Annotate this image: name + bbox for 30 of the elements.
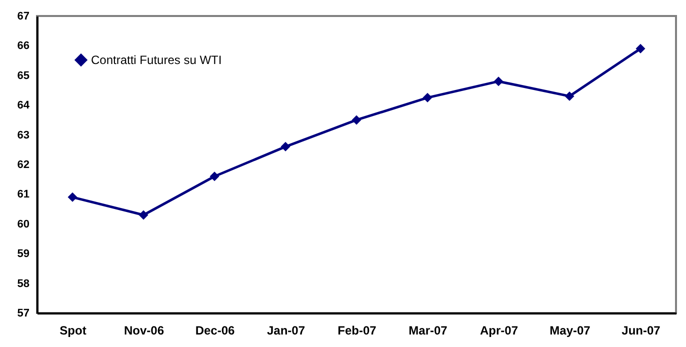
x-tick-label: Jan-07 [266,324,306,338]
y-tick-label: 63 [17,129,30,142]
point [422,92,432,102]
x-tick-label: Mar-07 [408,324,448,338]
y-tick-label: 67 [17,10,30,22]
x-tick-label: Nov-06 [124,324,164,338]
point [210,172,220,182]
y-tick-label: 60 [17,218,30,230]
point [564,91,574,101]
x-tick-label: May-07 [550,324,591,338]
x-tick-label: Jun-07 [622,324,661,338]
y-tick-label: 66 [17,40,30,52]
y-tick-label: 57 [17,308,30,320]
point [280,142,290,152]
x-tick-label: Apr-07 [480,324,518,338]
y-tick-label: 59 [17,248,30,260]
x-tick-label: Dec-06 [195,324,236,338]
point [494,76,504,86]
legend-label: Contratti Futures su WTI [91,53,222,67]
x-tick-label: Spot [60,324,86,338]
y-tick-label: 65 [17,70,30,82]
y-tick-label: 61 [17,188,30,201]
x-tick-label: Feb-07 [338,324,377,338]
point [138,210,148,220]
point [68,192,78,202]
y-tick-label: 58 [17,278,30,290]
point [352,115,362,125]
y-tick-label: 64 [17,100,30,112]
y-tick-label: 62 [17,159,30,171]
point [636,44,646,54]
